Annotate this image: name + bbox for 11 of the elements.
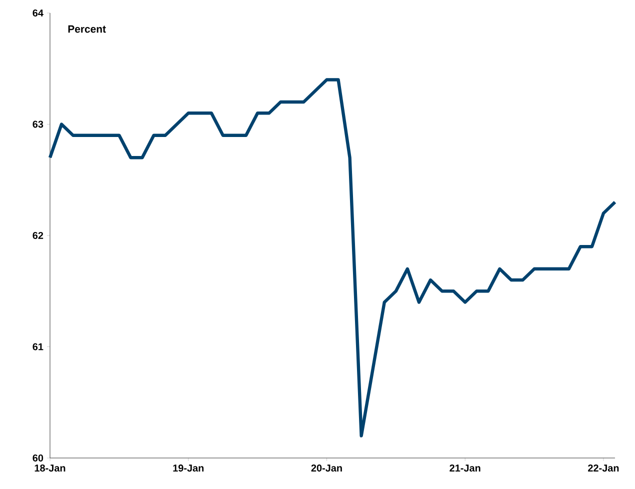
x-tick-label: 21-Jan [450, 464, 480, 472]
x-tick-label: 20-Jan [311, 464, 342, 472]
y-tick-label: 63 [32, 120, 44, 128]
x-tick-label: 22-Jan [588, 464, 619, 472]
y-tick-label: 64 [32, 9, 44, 17]
y-tick-label: 62 [32, 232, 44, 240]
y-tick-label: 61 [32, 343, 44, 350]
x-tick-label: 18-Jan [34, 464, 66, 472]
y-axis-title: Percent [68, 25, 106, 33]
y-tick-label: 60 [32, 454, 44, 462]
x-tick-label: 19-Jan [173, 464, 204, 472]
